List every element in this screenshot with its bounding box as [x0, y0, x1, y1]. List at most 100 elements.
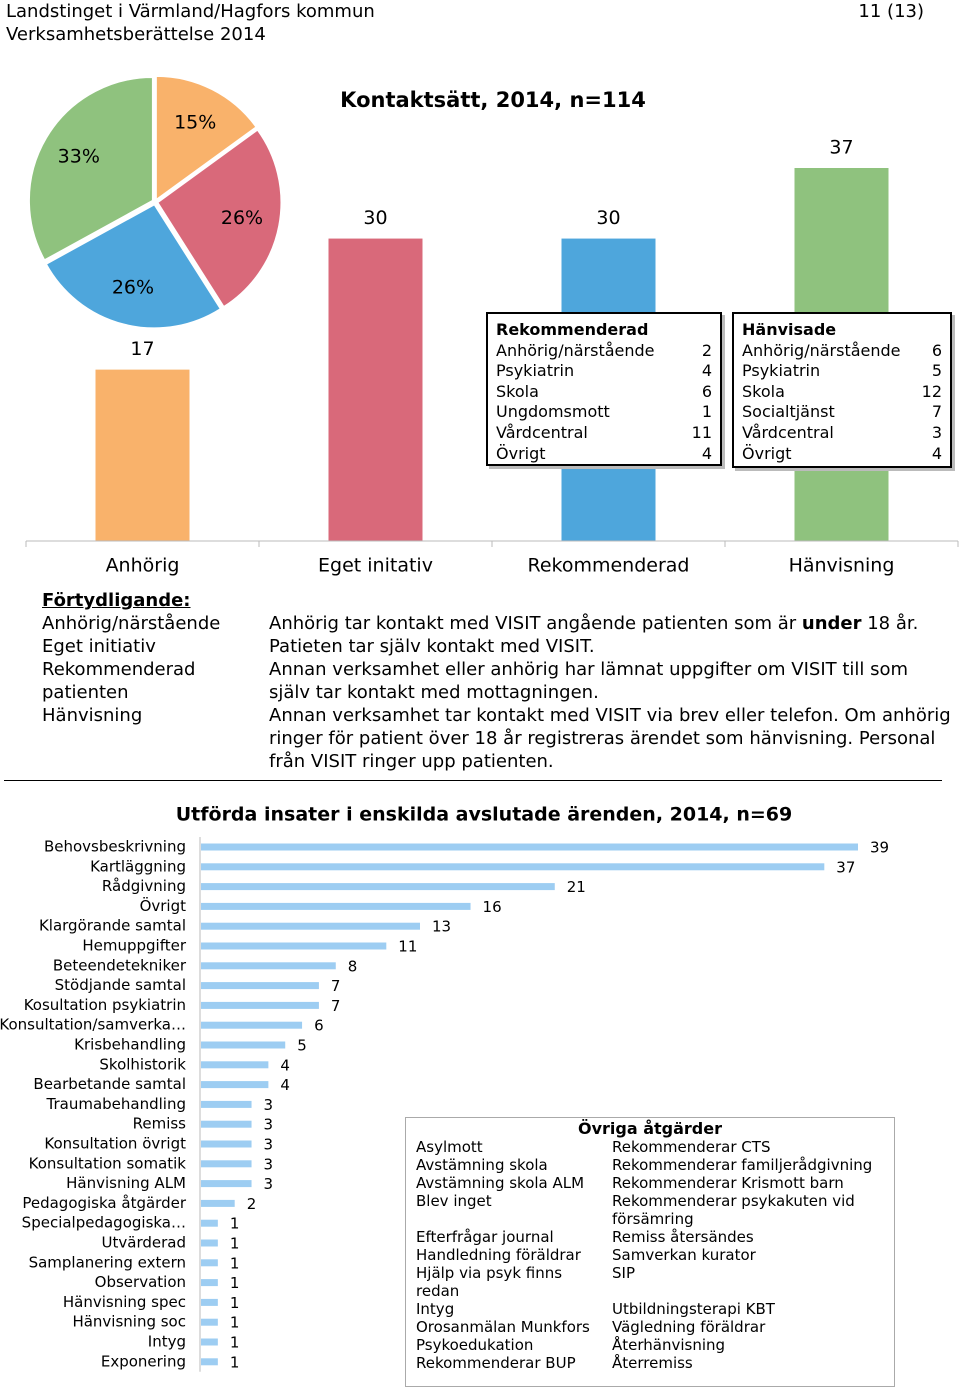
- row-value: 2: [701, 340, 712, 360]
- bar: [201, 1100, 252, 1108]
- bar: [201, 1279, 218, 1287]
- bar: [95, 369, 190, 541]
- box: Rekommenderad Anhörig/närstående 2 Psykiatr…: [486, 312, 722, 466]
- row-value: 5: [931, 361, 942, 381]
- box-row: Övrigt 4: [496, 444, 712, 465]
- doc-title: Verksamhetsberättelse 2014: [6, 24, 266, 45]
- row-value: 12: [921, 381, 942, 401]
- row-label: Vårdcentral: [742, 422, 834, 442]
- row-value: 3: [931, 422, 942, 442]
- row-value: 4: [931, 443, 942, 463]
- row-value: 1: [701, 402, 712, 422]
- bar-label: 1: [230, 1235, 240, 1253]
- bar: [201, 1219, 218, 1227]
- row: Asylmott Rekommenderar CTS: [406, 1138, 894, 1156]
- row: Intyg Utbildningsterapi KBT: [406, 1300, 894, 1318]
- row-label: Skola: [496, 381, 539, 401]
- cell: Rekommenderar BUP: [416, 1354, 576, 1372]
- definition: Patieten tar själv kontakt med VISIT.: [269, 636, 595, 657]
- box: Hänvisade Anhörig/närstående 6 Psykiatrin 5 S…: [732, 312, 952, 468]
- bar: [201, 883, 555, 891]
- other-actions: Övriga åtgärder Asylmott Rekommenderar CT…: [405, 1117, 895, 1387]
- cell: Avstämning skola: [416, 1156, 548, 1174]
- y-tick-label: Rådgivning: [102, 877, 186, 895]
- row: Hjälp via psyk finns redan SIP: [406, 1264, 894, 1300]
- box-title: Hänvisade: [742, 320, 837, 339]
- cell: Intyg: [416, 1300, 455, 1318]
- cell: Samverkan kurator: [612, 1246, 756, 1264]
- bar: [201, 1298, 218, 1306]
- cell: Efterfrågar journal: [416, 1228, 554, 1246]
- term: Rekommenderad patienten: [42, 659, 196, 703]
- y-tick-label: Konsultation somatik: [29, 1154, 187, 1172]
- cell: Rekommenderar familjerådgivning: [612, 1156, 873, 1174]
- bar: [201, 1120, 252, 1128]
- y-tick-label: Krisbehandling: [74, 1036, 186, 1054]
- y-tick-label: Remiss: [133, 1115, 187, 1133]
- y-tick-label: Utvärderad: [102, 1234, 186, 1252]
- box-row: Ungdomsmott 1: [496, 402, 712, 423]
- header: Landstinget i Värmland/Hagfors kommun Ve…: [6, 0, 375, 46]
- row: Avstämning skola ALM Rekommenderar Krismo…: [406, 1174, 894, 1192]
- row: Orosanmälan Munkfors Vägledning föräldrar: [406, 1318, 894, 1336]
- slice-label: 26%: [112, 276, 154, 298]
- cell: Hjälp via psyk finns redan: [416, 1264, 563, 1300]
- y-tick-label: Kosultation psykiatrin: [24, 996, 186, 1014]
- term: Anhörig/närstående: [42, 613, 221, 634]
- cell: Handledning föräldrar: [416, 1246, 581, 1264]
- bar: [201, 922, 420, 930]
- bar-label: 37: [836, 858, 855, 876]
- bar-label: 37: [829, 137, 853, 159]
- other-actions-title: Övriga åtgärder: [577, 1119, 722, 1138]
- bar-label: 6: [314, 1017, 324, 1035]
- bar: [201, 1318, 218, 1326]
- x-tick-label: Eget initativ: [318, 555, 433, 577]
- chart-title: Kontaktsätt, 2014, n=114: [340, 88, 646, 112]
- definition: Annan verksamhet tar kontakt med VISIT v…: [269, 705, 951, 772]
- other-actions-table: Asylmott Rekommenderar CTS Avstämning skol…: [406, 1138, 894, 1372]
- row-value: 11: [691, 422, 712, 442]
- bar-label: 3: [264, 1096, 274, 1114]
- box-row: Vårdcentral 3: [742, 423, 942, 444]
- bar-label: 1: [230, 1353, 240, 1371]
- box-row: Socialtjänst 7: [742, 402, 942, 423]
- cell: Remiss återsändes: [612, 1228, 754, 1246]
- bar: [201, 863, 825, 871]
- row-value: 7: [931, 402, 942, 422]
- bar: [201, 1259, 218, 1267]
- cell: Asylmott: [416, 1138, 483, 1156]
- bar-label: 8: [348, 957, 358, 975]
- term: Eget initiativ: [42, 636, 156, 657]
- cell: Orosanmälan Munkfors: [416, 1318, 590, 1336]
- y-tick-label: Hänvisning soc: [72, 1313, 186, 1331]
- y-tick-label: Exponering: [101, 1352, 186, 1370]
- cell: SIP: [612, 1264, 635, 1282]
- y-tick-label: Hänvisning spec: [63, 1293, 186, 1311]
- y-tick-label: Stödjande samtal: [55, 976, 186, 994]
- bar-label: 13: [432, 918, 451, 936]
- bar-label: 17: [130, 338, 154, 360]
- definitions: Anhörig tar kontakt med VISIT angående p…: [269, 612, 959, 773]
- bar: [201, 1081, 269, 1089]
- bar: [201, 843, 858, 851]
- row-value: 6: [931, 340, 942, 360]
- y-tick-label: Intyg: [148, 1333, 186, 1351]
- box-row: Anhörig/närstående 6: [742, 341, 942, 362]
- clarification-title: Förtydligande:: [42, 590, 191, 611]
- bar: [201, 1239, 218, 1247]
- row: Psykoedukation Återhänvisning: [406, 1336, 894, 1354]
- y-tick-label: Hemuppgifter: [82, 937, 186, 955]
- bar-label: 1: [230, 1215, 240, 1233]
- box-row: Vårdcentral 11: [496, 423, 712, 444]
- bar-label: 21: [567, 878, 586, 896]
- row-label: Anhörig/närstående: [742, 340, 901, 360]
- box-row: Psykiatrin 4: [496, 361, 712, 382]
- row: Blev inget Rekommenderar psykakuten vid f…: [406, 1192, 894, 1228]
- bar-label: 3: [264, 1136, 274, 1154]
- y-tick-label: Bearbetande samtal: [33, 1075, 186, 1093]
- row: Avstämning skola Rekommenderar familjeråd…: [406, 1156, 894, 1174]
- bar: [201, 1021, 303, 1029]
- bar-label: 7: [331, 977, 341, 995]
- bar-label: 4: [280, 1056, 290, 1074]
- row-value: 6: [701, 381, 712, 401]
